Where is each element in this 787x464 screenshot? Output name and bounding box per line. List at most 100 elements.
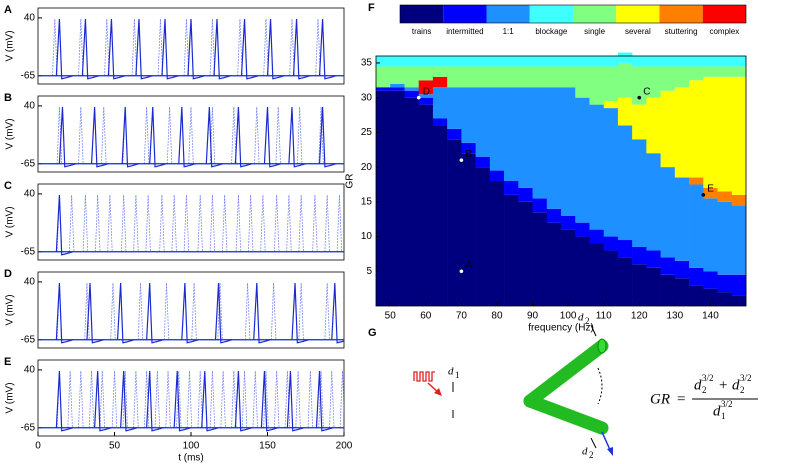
heat-cell [475, 156, 491, 168]
heat-cell [660, 274, 676, 306]
heat-cell [674, 56, 690, 67]
heat-cell [703, 187, 718, 199]
panel-letter: C [4, 180, 12, 192]
heat-cell [432, 76, 448, 88]
spike [237, 18, 243, 76]
diameter-label: d [582, 446, 588, 458]
spike [120, 194, 127, 252]
spike [231, 370, 237, 428]
spike [84, 282, 90, 340]
heat-cell [489, 56, 505, 67]
heat-cell [418, 104, 434, 306]
formula-base: d [732, 377, 740, 393]
y-tick-label: 40 [24, 365, 36, 376]
heat-cell [703, 271, 718, 289]
marker-point [416, 95, 421, 100]
heat-cell [489, 181, 505, 306]
spike [88, 370, 95, 428]
angle-mark [597, 367, 603, 405]
stimulus-pulses [413, 371, 435, 382]
spike [263, 370, 269, 428]
formula-sub: 2 [702, 385, 707, 395]
spike [318, 18, 337, 80]
x-tick-label: 100 [560, 311, 577, 322]
heat-cell [717, 274, 733, 293]
spike [286, 194, 292, 252]
arrowhead [607, 447, 613, 456]
y-tick-label: 5 [366, 266, 372, 277]
heat-cell [546, 222, 562, 306]
x-tick-label: 50 [385, 311, 397, 322]
spike [220, 370, 226, 428]
spike [324, 194, 330, 252]
spike [157, 18, 164, 76]
y-axis-label: V (mV) [5, 206, 16, 237]
legend-label: stuttering [665, 27, 698, 36]
heat-cell [589, 243, 604, 306]
heat-cell [674, 260, 690, 279]
x-tick-label: 90 [527, 311, 539, 322]
y-tick-label: 10 [361, 231, 373, 242]
x-tick-label: 150 [259, 441, 276, 452]
heat-cell [404, 97, 419, 307]
spike [58, 106, 77, 168]
spike [145, 194, 151, 252]
spike [217, 282, 223, 340]
branch [523, 339, 609, 408]
spike [68, 194, 75, 252]
x-tick-label: 80 [491, 311, 503, 322]
spike [55, 194, 74, 256]
formula-lhs: GR [650, 391, 670, 407]
heat-cell [589, 104, 604, 230]
panel-letter: E [4, 356, 11, 368]
spike [318, 106, 324, 164]
plot-frame [375, 55, 747, 307]
spike [110, 282, 116, 340]
heat-cell [717, 292, 733, 306]
heat-cell [447, 66, 462, 88]
spike [165, 370, 171, 428]
marker-point [459, 269, 464, 274]
heat-cell [532, 87, 548, 199]
x-tick-label: 110 [596, 311, 612, 322]
heat-cell [461, 56, 476, 67]
heat-cell [731, 274, 747, 296]
spike [209, 194, 216, 252]
heat-cell [660, 257, 676, 275]
spike [104, 18, 110, 76]
spike [339, 370, 344, 428]
heat-cell [390, 83, 405, 88]
legend-label: single [584, 27, 605, 36]
spike [263, 18, 269, 76]
heat-cell [617, 52, 633, 63]
y-tick-label: 40 [24, 101, 36, 112]
spike [133, 370, 139, 428]
formula-base: d [694, 377, 702, 393]
spike [55, 18, 74, 80]
heat-cell [575, 222, 590, 237]
x-tick-label: 140 [702, 311, 719, 322]
heat-cell [561, 229, 576, 306]
formula-base: d [713, 403, 721, 419]
heat-cell [489, 87, 505, 171]
heat-cell [632, 66, 647, 105]
heat-cell [504, 181, 519, 195]
heat-cell [731, 56, 747, 67]
diameter-label: d [448, 366, 454, 378]
spike [329, 370, 335, 428]
panel-letter: A [4, 4, 12, 16]
spike [149, 106, 167, 168]
y-axis-label: V (mV) [5, 294, 16, 325]
heat-cell [603, 101, 619, 109]
spike [288, 106, 306, 168]
spike [81, 18, 100, 80]
spike [209, 370, 216, 428]
spike [260, 194, 266, 252]
spike [161, 18, 179, 80]
x-axis-label: frequency (Hz) [528, 323, 594, 334]
spike [214, 282, 233, 344]
heat-cell [418, 97, 434, 105]
heat-cell [603, 250, 619, 306]
spike [247, 194, 254, 252]
